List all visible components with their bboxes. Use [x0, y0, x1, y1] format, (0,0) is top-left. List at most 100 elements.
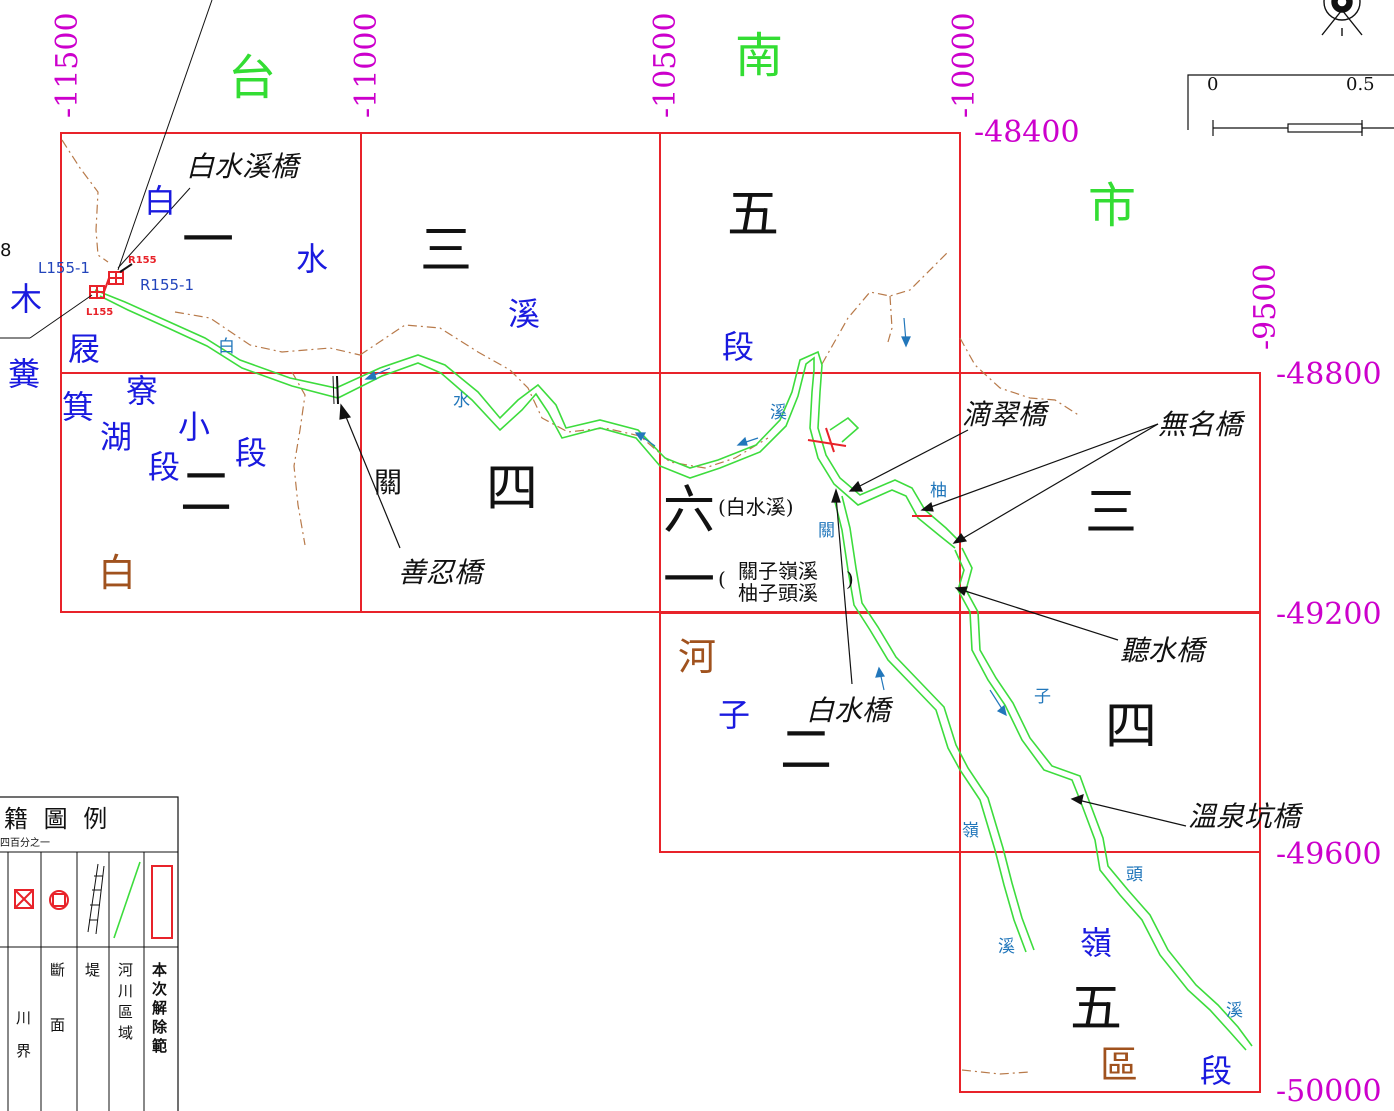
- boundary-lines: [61, 139, 1081, 1075]
- stream-char: 柚: [930, 481, 947, 501]
- legend-symbol-river-area: [113, 861, 141, 939]
- stream-note-baishui: (白水溪): [718, 495, 794, 519]
- stream-note-open-paren: (: [718, 567, 726, 591]
- section-char: 小: [178, 408, 210, 446]
- mark-l155-1: L155-1: [38, 259, 90, 277]
- section-mark-labels: L155-1 R155-1 R155 L155 8: [0, 240, 194, 318]
- legend-scale: 四百分之一: [0, 836, 50, 849]
- sheet-number: 四: [486, 459, 538, 519]
- section-char: 子: [718, 696, 750, 734]
- section-char: 段: [148, 448, 180, 486]
- legend-text: 籍 圖 例 四百分之一: [0, 805, 107, 849]
- legend-symbol-cross-box: [14, 889, 34, 909]
- section-char: 寮: [126, 372, 158, 410]
- legend-col-levee: 堤: [83, 962, 101, 977]
- river-channels: [94, 289, 1253, 1051]
- sheet-number: 四: [1105, 697, 1157, 757]
- scale-labels: 0 0.5: [1207, 74, 1375, 95]
- bridge-label: 白水溪橋: [186, 150, 302, 183]
- stream-notes: (白水溪) ( 關子嶺溪 柚子頭溪 ): [718, 495, 854, 605]
- flow-arrows: [364, 317, 1007, 717]
- bridge-label: 溫泉坑橋: [1188, 800, 1304, 833]
- stream-note-youzitou: 柚子頭溪: [738, 581, 818, 605]
- bridge-label: 白水橋: [806, 694, 894, 727]
- city-char: 市: [1088, 178, 1136, 234]
- section-char: 屐: [68, 330, 100, 368]
- coord-y-label: -49200: [1276, 597, 1382, 632]
- section-char: 木: [10, 280, 42, 318]
- sheet-number: 二: [180, 463, 232, 523]
- mark-r155: R155: [128, 255, 157, 266]
- legend-columns: 川界 斷面 堤 河川區域 本次解除範: [0, 960, 178, 1110]
- district-char: 河: [678, 635, 716, 679]
- coord-x-label: -9500: [1248, 264, 1283, 350]
- stream-char: 關: [818, 521, 835, 541]
- legend-symbol-levee: [87, 863, 105, 935]
- section-char: 箕: [62, 388, 94, 426]
- city-char: 台: [228, 50, 276, 106]
- legend-col-river-area: 河川區域: [116, 962, 134, 1046]
- coord-y-label: -49600: [1276, 837, 1382, 872]
- scale-label-zero: 0: [1207, 74, 1218, 95]
- stream-char: 水: [453, 391, 470, 411]
- stream-char: 溪: [998, 937, 1015, 957]
- coord-y-label: -50000: [1276, 1074, 1382, 1109]
- sheet-number: 五: [727, 185, 779, 245]
- legend-col-river-boundary: 川界: [14, 1010, 32, 1076]
- cross-section-markers: [89, 263, 133, 299]
- legend-col-release-area: 本次解除範: [150, 962, 168, 1057]
- bridge-label: 關: [374, 466, 402, 499]
- scale-bar: [1187, 74, 1394, 136]
- bridge-names: 白水溪橋 善忍橋 滴翠橋 無名橋 聽水橋 白水橋 溫泉坑橋 關: [186, 150, 1304, 833]
- coord-x-label: -11500: [50, 12, 85, 118]
- scale-label-half: 0.5: [1346, 74, 1375, 95]
- district-char: 區: [1100, 1043, 1138, 1087]
- stream-char: 頭: [1126, 865, 1143, 885]
- bridge-pointers: [339, 403, 1187, 827]
- coordinate-labels: -11500 -11000 -10500 -10000 -9500 -48400…: [50, 12, 1382, 1109]
- stream-note-close-paren: ): [846, 567, 854, 591]
- stream-char: 溪: [1226, 1001, 1243, 1021]
- mark-l155: L155: [86, 307, 113, 318]
- section-char: 水: [296, 240, 328, 278]
- bridge-label: 無名橋: [1158, 408, 1246, 441]
- district-name: 白 河 區: [98, 551, 1138, 1087]
- sheet-number: 六: [663, 481, 715, 541]
- sheet-rect: [959, 851, 1261, 1093]
- section-char: 嶺: [1080, 924, 1112, 962]
- sheet-number: 一: [663, 551, 715, 611]
- district-char: 白: [98, 551, 136, 595]
- leader-lines: [0, 0, 213, 339]
- section-char: 段: [722, 328, 754, 366]
- coord-y-label: -48800: [1276, 357, 1382, 392]
- bridge-label: 善忍橋: [398, 556, 486, 589]
- legend: [0, 796, 179, 1111]
- sheet-numbers: 一 三 五 二 四 六 一 三 二 四 五: [180, 185, 1157, 1039]
- stream-names: 白 水 溪 柚 關 子 嶺 溪 頭 溪: [218, 337, 1243, 1021]
- sheet-number: 五: [1070, 979, 1122, 1039]
- stream-note-guanziling: 關子嶺溪: [738, 559, 818, 583]
- section-marks: [332, 375, 932, 517]
- section-char: 白: [144, 182, 176, 220]
- sheet-number: 二: [780, 721, 832, 781]
- mark-r155-1: R155-1: [140, 276, 194, 294]
- stream-char: 溪: [770, 403, 787, 423]
- stream-char: 子: [1034, 687, 1051, 707]
- sheet-number: 一: [182, 211, 234, 271]
- city-char: 南: [735, 28, 783, 84]
- sheet-grid: [60, 132, 1261, 1093]
- coord-x-label: -11000: [349, 12, 384, 118]
- coord-x-label: -10000: [947, 12, 982, 118]
- section-char: 溪: [508, 295, 540, 333]
- sheet-rect: [659, 132, 961, 374]
- stream-char: 白: [218, 337, 235, 357]
- city-name: 台 南 市: [228, 28, 1136, 234]
- mark-eight: 8: [0, 240, 11, 261]
- bridge-label: 滴翠橋: [962, 398, 1050, 431]
- coord-x-label: -10500: [648, 12, 683, 118]
- section-char: 段: [235, 434, 267, 472]
- legend-symbol-release-area: [151, 865, 173, 939]
- section-char: 湖: [100, 418, 132, 456]
